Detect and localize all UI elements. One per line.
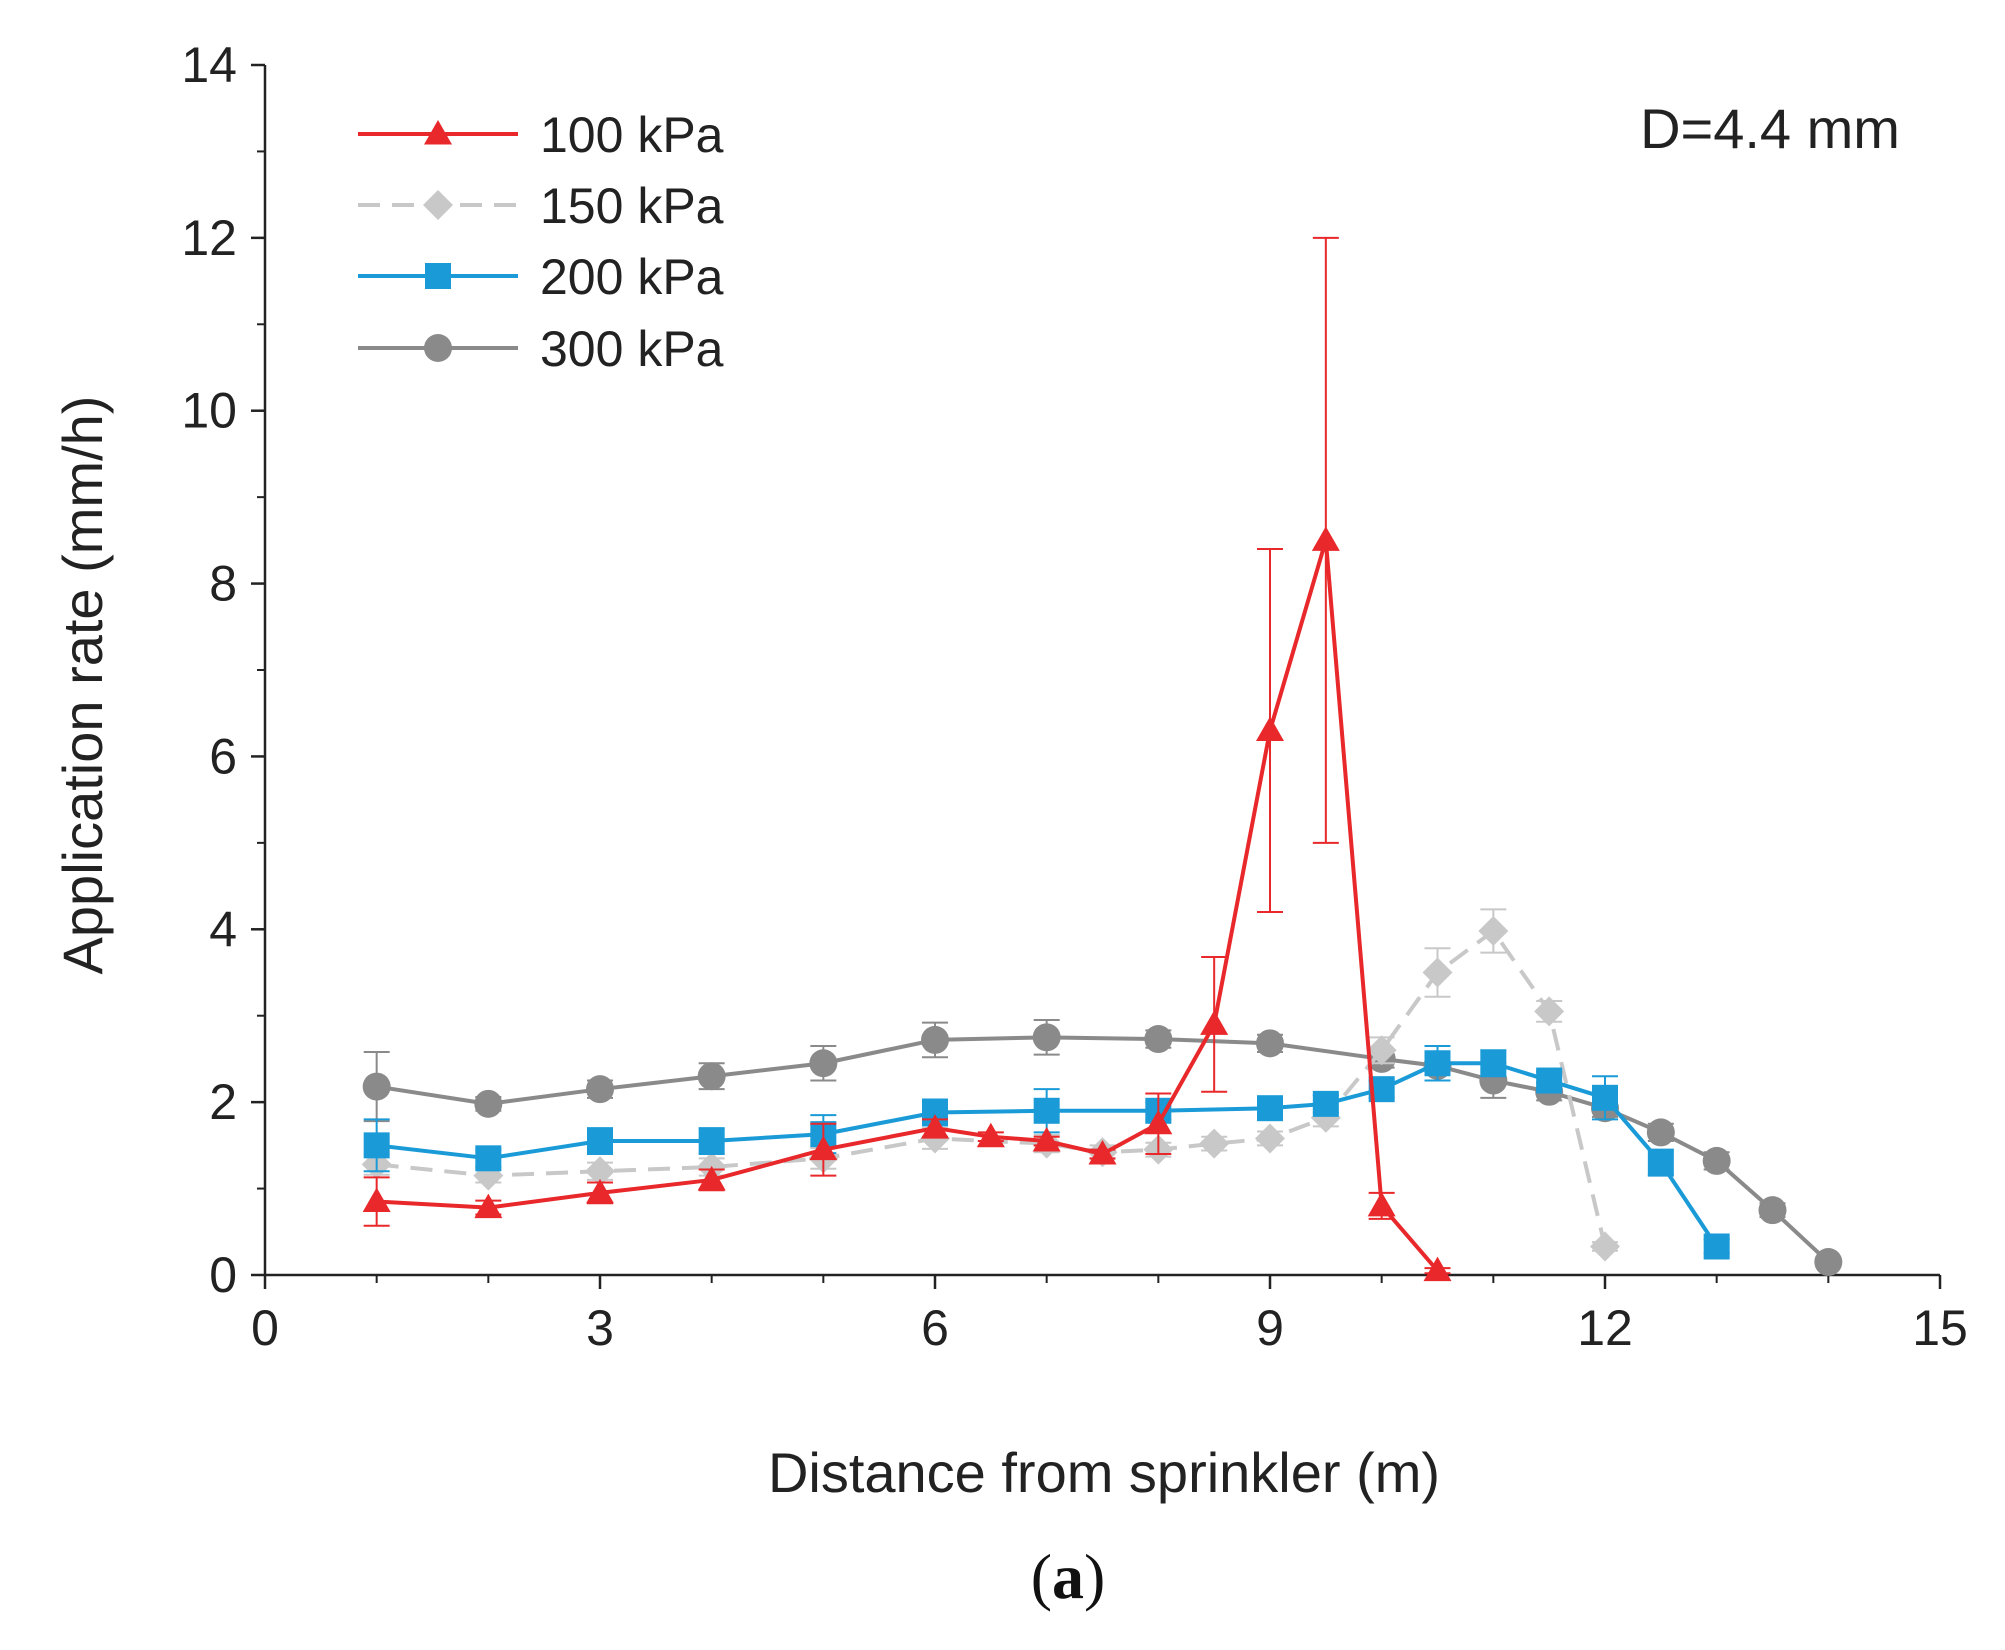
data-point (1199, 1128, 1230, 1159)
data-point (921, 1114, 949, 1139)
data-point (698, 1128, 725, 1155)
data-point (362, 1072, 391, 1101)
data-point (1814, 1248, 1843, 1277)
x-tick-label: 3 (586, 1300, 614, 1356)
legend-marker (423, 190, 453, 220)
data-point (1646, 1118, 1675, 1147)
legend-item: 100 kPa (358, 107, 724, 163)
y-tick-label: 10 (181, 383, 237, 439)
data-point (1032, 1127, 1061, 1152)
legend-label: 200 kPa (540, 249, 724, 305)
data-point (1033, 1097, 1060, 1124)
data-point (1256, 716, 1284, 741)
legend-label: 150 kPa (540, 178, 724, 234)
data-point (809, 1049, 838, 1078)
plot-series (361, 236, 1843, 1282)
y-tick-label: 2 (209, 1074, 237, 1130)
data-point (1478, 916, 1509, 947)
y-tick-label: 4 (209, 901, 237, 957)
data-point (1534, 996, 1565, 1027)
data-point (1647, 1149, 1674, 1176)
y-tick-label: 0 (209, 1247, 237, 1303)
data-point (1702, 1146, 1731, 1175)
data-point (809, 1135, 838, 1161)
data-point (585, 1156, 615, 1187)
legend-marker (424, 334, 452, 362)
legend-marker (425, 263, 451, 289)
x-axis-title: Distance from sprinkler (m) (768, 1441, 1440, 1504)
data-point (1311, 526, 1340, 551)
data-point (587, 1128, 613, 1155)
data-point (1423, 1256, 1452, 1282)
x-tick-label: 9 (1256, 1300, 1284, 1356)
series-100-kpa (362, 236, 1452, 1282)
panel-label: (a) (1031, 1541, 1106, 1612)
y-tick-label: 8 (209, 556, 237, 612)
legend-item: 300 kPa (358, 321, 724, 377)
legend-item: 200 kPa (358, 249, 724, 305)
data-point (1088, 1140, 1117, 1165)
data-point (1257, 1095, 1283, 1122)
panel-label-letter: a (1052, 1541, 1084, 1612)
data-point (474, 1089, 503, 1118)
legend-label: 100 kPa (540, 107, 724, 163)
data-point (1480, 1050, 1507, 1077)
annotation-diameter: D=4.4 mm (1640, 97, 1900, 160)
x-tick-label: 6 (921, 1300, 949, 1356)
y-tick-label: 6 (209, 728, 237, 784)
data-point (1200, 1010, 1229, 1035)
data-point (1312, 1090, 1339, 1117)
x-tick-label: 12 (1577, 1300, 1633, 1356)
series-line (376, 538, 1440, 1272)
data-point (1590, 1231, 1620, 1262)
x-tick-label: 15 (1912, 1300, 1968, 1356)
data-point (1703, 1233, 1730, 1260)
legend-item: 150 kPa (358, 178, 724, 234)
data-point (697, 1062, 726, 1091)
data-point (1255, 1123, 1285, 1154)
series-150-kpa (361, 908, 1620, 1262)
data-point (363, 1132, 390, 1159)
y-axis-title: Application rate (mm/h) (51, 396, 114, 975)
y-tick-label: 14 (181, 37, 237, 93)
data-point (362, 1187, 391, 1213)
series-200-kpa (363, 1044, 1730, 1260)
data-point (1536, 1067, 1563, 1094)
data-point (475, 1145, 502, 1172)
data-point (474, 1193, 503, 1219)
data-point (1366, 1035, 1397, 1066)
data-point (1424, 1050, 1451, 1077)
data-point (1256, 1029, 1284, 1058)
data-point (586, 1075, 614, 1104)
data-point (697, 1165, 726, 1191)
data-point (1422, 957, 1453, 988)
legend-marker (424, 120, 452, 145)
panel-label-open: ( (1031, 1541, 1052, 1612)
data-point (921, 1025, 949, 1054)
data-point (1758, 1196, 1787, 1225)
axes: 0 3 6 9 12 15 0 2 4 6 8 10 12 14 (181, 37, 1967, 1356)
data-point (1032, 1023, 1061, 1052)
data-point (976, 1122, 1005, 1148)
panel-label-close: ) (1084, 1541, 1105, 1612)
legend: 100 kPa 150 kPa 200 kPa 300 kPa (358, 107, 724, 377)
data-point (586, 1178, 614, 1204)
data-point (1592, 1084, 1618, 1111)
y-tick-label: 12 (181, 210, 237, 266)
data-point (1144, 1109, 1173, 1135)
data-point (1367, 1191, 1396, 1217)
x-tick-label: 0 (251, 1300, 279, 1356)
legend-label: 300 kPa (540, 321, 724, 377)
data-point (1144, 1025, 1173, 1054)
